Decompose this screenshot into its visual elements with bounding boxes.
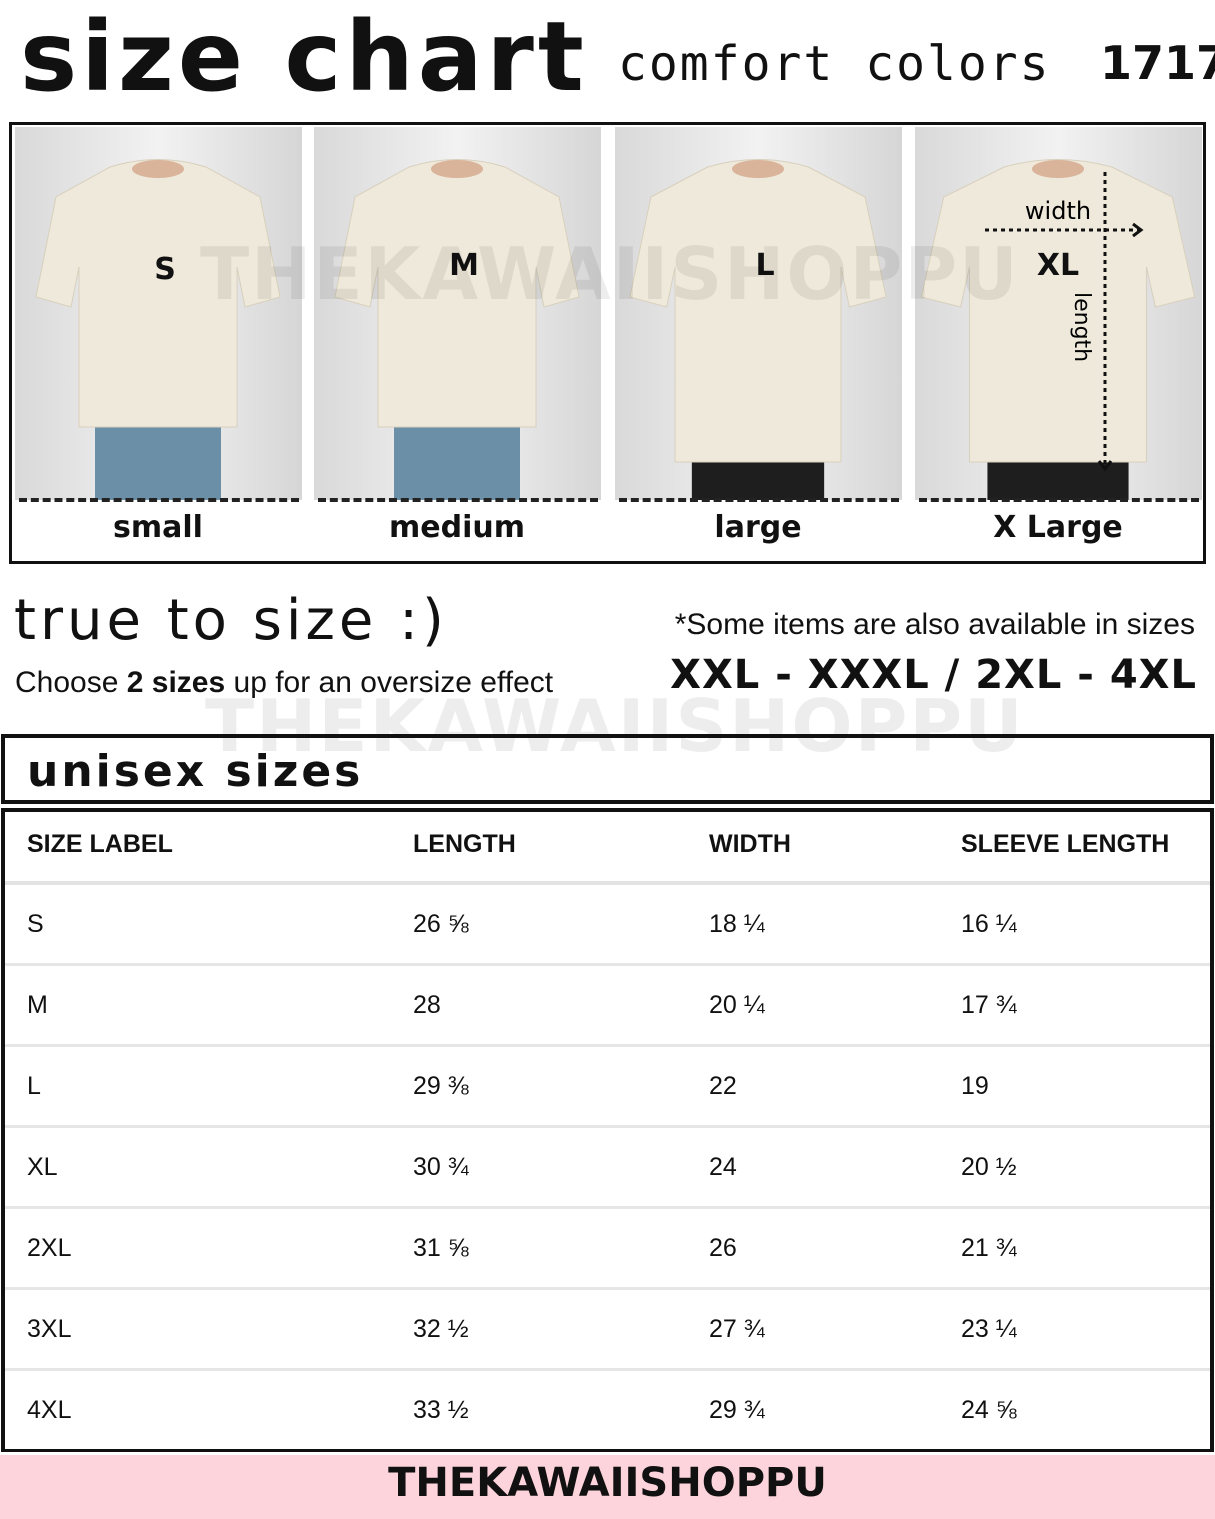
table-cell: 32 ½: [413, 1315, 469, 1343]
table-cell: 31 ⅝: [413, 1234, 469, 1262]
table-row: XL 30 ¾ 24 20 ½: [5, 1128, 1210, 1209]
table-row: S 26 ⅝ 18 ¼ 16 ¼: [5, 885, 1210, 966]
table-cell: 24 ⅝: [961, 1396, 1017, 1424]
table-cell: 21 ¾: [961, 1234, 1017, 1262]
table-cell: 29 ¾: [709, 1396, 765, 1424]
hem-line: [318, 498, 598, 502]
section-title: unisex sizes: [27, 746, 364, 797]
table-cell: L: [27, 1072, 41, 1100]
table-cell: 4XL: [27, 1396, 72, 1424]
size-name-label: X Large: [993, 510, 1123, 545]
tshirt-icon: S: [35, 159, 281, 507]
table-cell: 20 ¼: [709, 991, 765, 1019]
table-cell: 23 ¼: [961, 1315, 1017, 1343]
column-header: WIDTH: [709, 830, 791, 858]
model-photo-s: S: [15, 127, 302, 507]
model-photo-xl: XL width length: [915, 127, 1202, 507]
table-cell: 16 ¼: [961, 910, 1017, 938]
watermark: THEKAWAIISHOPPU: [205, 684, 1025, 768]
size-table: SIZE LABEL LENGTH WIDTH SLEEVE LENGTH S 26 ⅝ 1…: [1, 808, 1214, 1452]
watermark: THEKAWAIISHOPPU: [200, 232, 1020, 316]
column-header: LENGTH: [413, 830, 516, 858]
section-header: unisex sizes: [1, 734, 1214, 804]
model-photo-l: L: [615, 127, 902, 507]
photo-panel: S small M medium L large XL width length…: [9, 122, 1206, 564]
table-cell: XL: [27, 1153, 58, 1181]
table-cell: 24: [709, 1153, 737, 1181]
footer-brand: THEKAWAIISHOPPU: [0, 1455, 1215, 1519]
size-letter: M: [449, 248, 479, 283]
brand-name: comfort colors: [618, 36, 1051, 92]
fit-heading: true to size :): [14, 588, 448, 653]
hem-line: [19, 498, 299, 502]
table-cell: 18 ¼: [709, 910, 765, 938]
tshirt-icon: M: [334, 159, 580, 507]
length-label: length: [1069, 292, 1094, 362]
table-cell: 17 ¾: [961, 991, 1017, 1019]
table-row: 3XL 32 ½ 27 ¾ 23 ¼: [5, 1290, 1210, 1371]
hem-line: [619, 498, 899, 502]
advice-bold: 2 sizes: [126, 666, 226, 699]
table-cell: 26: [709, 1234, 737, 1262]
table-header: SIZE LABEL LENGTH WIDTH SLEEVE LENGTH: [5, 812, 1210, 885]
table-cell: 26 ⅝: [413, 910, 469, 938]
table-cell: 27 ¾: [709, 1315, 765, 1343]
tshirt-icon: XL width length: [920, 159, 1196, 507]
table-cell: M: [27, 991, 48, 1019]
page-title: size chart: [20, 1, 588, 113]
table-row: M 28 20 ¼ 17 ¾: [5, 966, 1210, 1047]
availability-sizes: XXL - XXXL / 2XL - 4XL: [670, 652, 1197, 698]
advice-pre: Choose: [15, 666, 127, 699]
table-cell: 2XL: [27, 1234, 72, 1262]
size-name-label: small: [113, 510, 203, 545]
size-letter: S: [154, 252, 176, 287]
column-header: SIZE LABEL: [27, 830, 173, 858]
table-row: L 29 ⅜ 22 19: [5, 1047, 1210, 1128]
table-cell: 28: [413, 991, 441, 1019]
table-cell: 20 ½: [961, 1153, 1017, 1181]
model-photo-m: M: [314, 127, 601, 507]
hem-line: [919, 498, 1199, 502]
size-letter: L: [755, 248, 774, 283]
table-cell: 30 ¾: [413, 1153, 469, 1181]
size-letter: XL: [1037, 248, 1079, 283]
advice-post: up for an oversize effect: [225, 666, 554, 699]
fit-advice: Choose 2 sizes up for an oversize effect: [15, 666, 553, 700]
availability-note: *Some items are also available in sizes: [674, 608, 1195, 641]
table-cell: 19: [961, 1072, 989, 1100]
width-label: width: [1025, 197, 1091, 225]
column-header: SLEEVE LENGTH: [961, 830, 1170, 858]
table-cell: 3XL: [27, 1315, 72, 1343]
table-cell: 33 ½: [413, 1396, 469, 1424]
tshirt-icon: L: [629, 159, 887, 507]
model-number: 1717: [1100, 36, 1215, 90]
table-cell: 22: [709, 1072, 737, 1100]
table-row: 4XL 33 ½ 29 ¾ 24 ⅝: [5, 1371, 1210, 1452]
table-row: 2XL 31 ⅝ 26 21 ¾: [5, 1209, 1210, 1290]
table-cell: 29 ⅜: [413, 1072, 469, 1100]
size-name-label: medium: [389, 510, 525, 545]
size-name-label: large: [714, 510, 802, 545]
table-cell: S: [27, 910, 44, 938]
